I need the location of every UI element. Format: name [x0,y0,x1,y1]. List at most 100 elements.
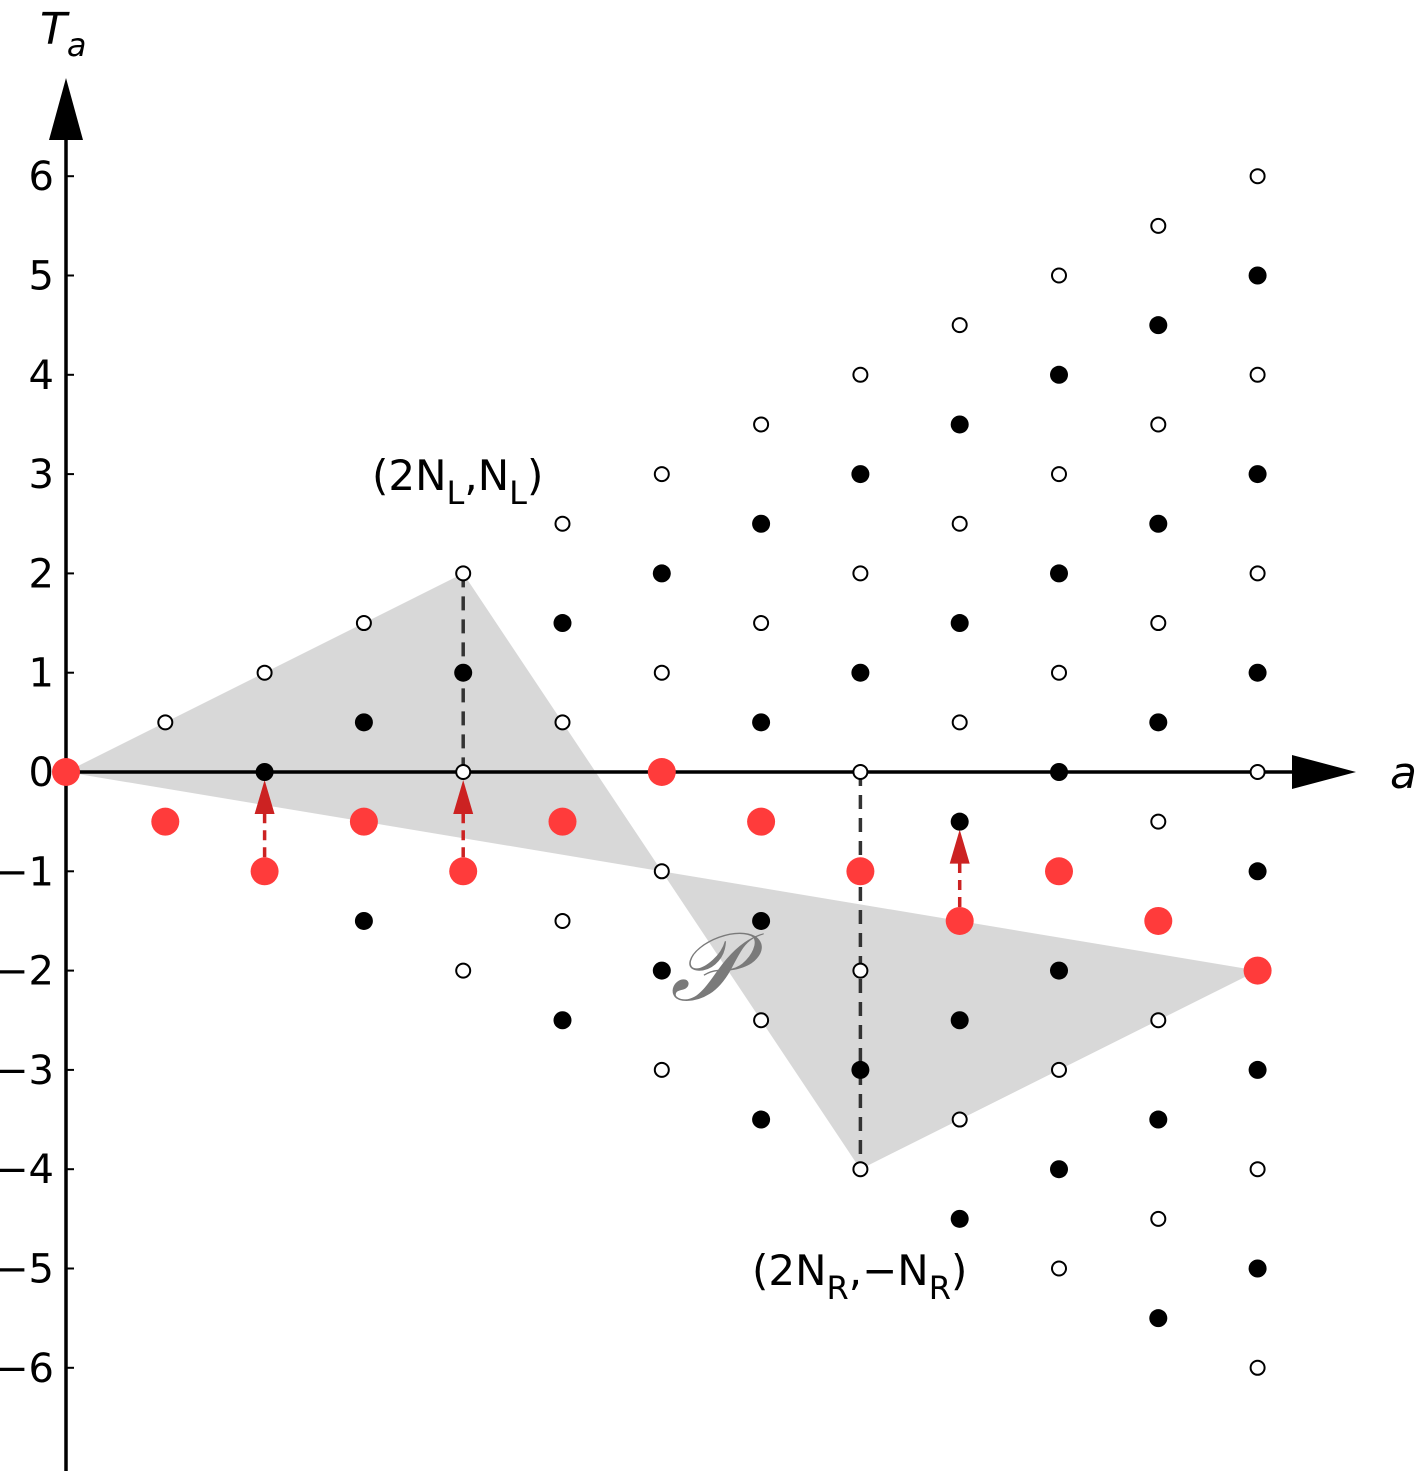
point-hollow [554,912,571,929]
y-tick-label: −4 [0,1147,54,1193]
point-filled [354,713,373,732]
point-hollow [455,962,472,979]
point-filled [752,911,771,930]
y-axis-label-sub: a [67,26,87,64]
point-hollow [1150,416,1167,433]
y-tick-label: 2 [29,551,54,597]
point-red [647,758,676,786]
point-filled [950,1209,969,1228]
point-filled [1149,1110,1168,1129]
point-red [1045,857,1073,886]
x-axis-label: a [1390,748,1417,799]
point-hollow [1051,1260,1067,1277]
point-hollow [157,714,174,731]
arrow-head-0 [254,780,275,814]
point-filled [950,614,969,633]
point-filled [1149,514,1168,533]
point-hollow [554,515,571,532]
y-tick-label: 0 [29,750,54,796]
point-hollow [455,565,472,582]
y-tick-label: 1 [29,651,54,697]
y-tick-label: 5 [29,254,54,300]
point-red [1144,906,1173,935]
point-hollow [852,764,869,780]
point-hollow [1051,1061,1067,1078]
annotation-1: (2NR,−NR) [752,1246,967,1307]
point-hollow [852,1161,869,1178]
point-hollow [1249,366,1266,383]
point-hollow [951,714,968,731]
point-filled [752,514,771,533]
y-tick-label: −2 [0,949,54,995]
point-hollow [753,615,770,632]
point-filled [752,713,771,732]
points [52,168,1272,1376]
point-hollow [1150,1012,1167,1029]
point-hollow [852,366,869,383]
y-tick-label: −6 [0,1346,54,1392]
point-filled [851,465,870,484]
y-tick-label: 4 [29,353,54,399]
y-tick-label: −5 [0,1247,54,1293]
point-filled [1050,564,1068,583]
point-filled [354,911,373,930]
point-filled [255,763,274,781]
y-tick-label: −3 [0,1048,54,1094]
point-filled [950,1011,969,1030]
point-filled [652,564,671,583]
point-filled [1248,266,1267,285]
point-hollow [256,664,273,681]
point-hollow [1051,664,1067,681]
point-filled [1149,713,1168,732]
y-axis-arrowhead [49,78,83,140]
point-hollow [1051,267,1067,284]
y-tick-label: 3 [29,452,54,498]
point-hollow [951,1111,968,1128]
point-filled [1248,663,1267,682]
point-hollow [852,565,869,582]
point-filled [652,961,671,980]
y-tick-label: 6 [29,154,54,200]
point-red [449,857,478,886]
point-hollow [653,466,670,483]
point-hollow [1150,615,1167,632]
labels: 𝒫 6543210−1−2−3−4−5−6Taa(2NL,NL)(2NR,−NR… [0,4,1417,1392]
point-hollow [1249,565,1266,582]
point-red [548,807,577,836]
point-filled [752,1110,771,1129]
point-red [52,758,80,786]
point-filled [1050,763,1068,781]
point-hollow [455,764,472,780]
y-tick-label: −1 [0,849,54,895]
point-hollow [653,1061,670,1078]
point-hollow [355,615,372,632]
point-red [846,857,875,886]
point-hollow [852,962,869,979]
point-hollow [1150,217,1167,234]
point-hollow [653,863,670,880]
point-hollow [554,714,571,731]
point-filled [1248,465,1267,484]
point-filled [1248,1060,1267,1079]
annotation-0: (2NL,NL) [372,451,543,512]
x-axis-arrowhead [1292,755,1356,789]
point-filled [1050,365,1068,384]
point-hollow [1249,168,1266,185]
arrow-head-1 [453,780,474,814]
point-filled [851,663,870,682]
point-hollow [1249,1161,1266,1178]
point-hollow [1249,1359,1266,1376]
point-filled [851,1060,870,1079]
red-arrows [254,780,970,907]
point-red [1243,956,1272,985]
arrow-head-2 [949,829,970,864]
point-red [747,807,776,836]
point-filled [1149,1309,1168,1328]
point-hollow [653,664,670,681]
point-filled [950,812,969,831]
point-hollow [1150,1210,1167,1227]
point-red [250,857,279,886]
point-hollow [1249,764,1266,780]
point-filled [1248,862,1267,881]
